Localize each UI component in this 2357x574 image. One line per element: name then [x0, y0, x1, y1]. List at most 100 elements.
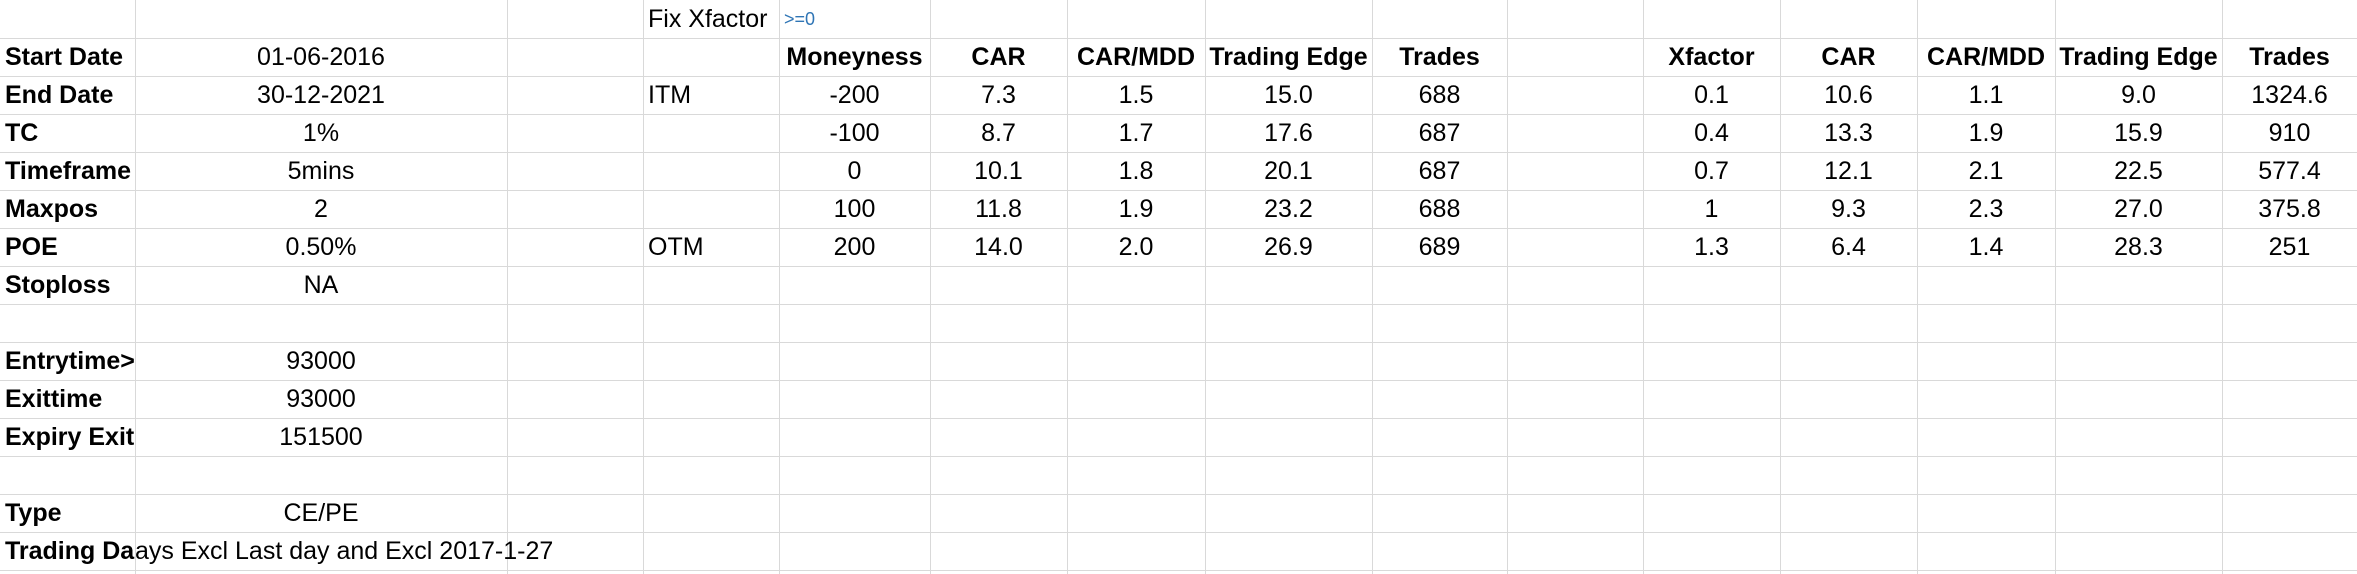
param-label[interactable]: Entrytime> [5, 347, 135, 375]
moneyness-tag[interactable]: OTM [648, 233, 704, 261]
xfactor-table-cell[interactable]: 2.1 [1968, 157, 2004, 185]
xfactor-table-cell[interactable]: 2.3 [1968, 195, 2004, 223]
param-label[interactable]: Type [5, 499, 62, 527]
moneyness-table-header[interactable]: CAR/MDD [1076, 43, 1196, 71]
moneyness-table-cell[interactable]: 200 [833, 233, 876, 261]
moneyness-table-cell[interactable]: 11.8 [975, 195, 1022, 223]
xfactor-table-cell[interactable]: 10.6 [1824, 81, 1873, 109]
moneyness-table-cell[interactable]: 23.2 [1264, 195, 1313, 223]
moneyness-table-cell[interactable]: 7.3 [981, 81, 1016, 109]
column-gridline [2222, 0, 2223, 574]
xfactor-table-cell[interactable]: 9.0 [2121, 81, 2156, 109]
xfactor-table-cell[interactable]: 1.4 [1968, 233, 2004, 261]
trading-days-label[interactable]: Trading Da [5, 537, 135, 565]
xfactor-table-cell[interactable]: 13.3 [1824, 119, 1873, 147]
moneyness-table-cell[interactable]: 1.8 [1118, 157, 1154, 185]
param-value[interactable]: 93000 [286, 385, 356, 413]
param-label[interactable]: Stoploss [5, 271, 111, 299]
trading-days-value[interactable]: ays Excl Last day and Excl 2017-1-27 [135, 537, 554, 565]
param-label[interactable]: Exittime [5, 385, 103, 413]
fix-xfactor-label[interactable]: Fix Xfactor [648, 5, 768, 33]
moneyness-table-header[interactable]: Trading Edge [1209, 43, 1368, 71]
moneyness-table-cell[interactable]: 689 [1418, 233, 1461, 261]
param-label[interactable]: TC [5, 119, 39, 147]
moneyness-table-cell[interactable]: 15.0 [1264, 81, 1313, 109]
xfactor-table-cell[interactable]: 1.9 [1968, 119, 2004, 147]
moneyness-table-cell[interactable]: 8.7 [981, 119, 1016, 147]
row-gridline [0, 570, 2357, 571]
xfactor-table-cell[interactable]: 28.3 [2114, 233, 2163, 261]
moneyness-table-header[interactable]: CAR [971, 43, 1026, 71]
xfactor-table-cell[interactable]: 1.3 [1694, 233, 1729, 261]
moneyness-table-cell[interactable]: 2.0 [1118, 233, 1154, 261]
param-label[interactable]: End Date [5, 81, 114, 109]
moneyness-table-cell[interactable]: 687 [1418, 119, 1461, 147]
param-label[interactable]: POE [5, 233, 58, 261]
xfactor-table-cell[interactable]: 1.1 [1968, 81, 2004, 109]
moneyness-table-cell[interactable]: 688 [1418, 195, 1461, 223]
xfactor-table-cell[interactable]: 9.3 [1831, 195, 1866, 223]
param-label[interactable]: Expiry Exit [5, 423, 135, 451]
xfactor-table-cell[interactable]: 375.8 [2258, 195, 2321, 223]
moneyness-table-header[interactable]: Trades [1399, 43, 1480, 71]
xfactor-table-cell[interactable]: 0.4 [1694, 119, 1729, 147]
xfactor-table-cell[interactable]: 251 [2268, 233, 2311, 261]
moneyness-table-cell[interactable]: 1.5 [1118, 81, 1154, 109]
param-value[interactable]: 2 [314, 195, 328, 223]
xfactor-table-cell[interactable]: 0.7 [1694, 157, 1729, 185]
xfactor-table-header[interactable]: Xfactor [1668, 43, 1755, 71]
column-gridline [1067, 0, 1068, 574]
param-value[interactable]: 5mins [287, 157, 355, 185]
param-value[interactable]: 151500 [279, 423, 363, 451]
moneyness-table-cell[interactable]: 17.6 [1264, 119, 1313, 147]
moneyness-table-cell[interactable]: 688 [1418, 81, 1461, 109]
xfactor-table-cell[interactable]: 6.4 [1831, 233, 1866, 261]
row-gridline [0, 342, 2357, 343]
moneyness-table-cell[interactable]: 0 [847, 157, 862, 185]
xfactor-table-cell[interactable]: 910 [2268, 119, 2311, 147]
param-value[interactable]: CE/PE [283, 499, 359, 527]
param-value[interactable]: 0.50% [285, 233, 357, 261]
xfactor-table-cell[interactable]: 1324.6 [2251, 81, 2328, 109]
param-label[interactable]: Timeframe [5, 157, 131, 185]
row-gridline [0, 38, 2357, 39]
row-gridline [0, 228, 2357, 229]
xfactor-condition-note[interactable]: >=0 [784, 9, 816, 29]
xfactor-table-cell[interactable]: 27.0 [2114, 195, 2163, 223]
xfactor-table-cell[interactable]: 577.4 [2258, 157, 2321, 185]
moneyness-table-header[interactable]: Moneyness [786, 43, 923, 71]
param-label[interactable]: Start Date [5, 43, 124, 71]
moneyness-table-cell[interactable]: 26.9 [1264, 233, 1313, 261]
xfactor-table-header[interactable]: Trades [2249, 43, 2330, 71]
row-gridline [0, 380, 2357, 381]
param-value[interactable]: 30-12-2021 [257, 81, 385, 109]
row-gridline [0, 456, 2357, 457]
xfactor-table-header[interactable]: Trading Edge [2059, 43, 2218, 71]
xfactor-table-header[interactable]: CAR/MDD [1926, 43, 2046, 71]
moneyness-table-cell[interactable]: 687 [1418, 157, 1461, 185]
param-value[interactable]: NA [303, 271, 339, 299]
param-value[interactable]: 93000 [286, 347, 356, 375]
moneyness-tag[interactable]: ITM [648, 81, 692, 109]
xfactor-table-cell[interactable]: 0.1 [1694, 81, 1729, 109]
moneyness-table-cell[interactable]: 14.0 [974, 233, 1023, 261]
moneyness-table-cell[interactable]: -100 [829, 119, 880, 147]
xfactor-table-cell[interactable]: 12.1 [1824, 157, 1873, 185]
xfactor-table-cell[interactable]: 22.5 [2114, 157, 2163, 185]
column-gridline [507, 0, 508, 574]
xfactor-table-header[interactable]: CAR [1821, 43, 1876, 71]
param-value[interactable]: 01-06-2016 [257, 43, 385, 71]
xfactor-table-cell[interactable]: 15.9 [2114, 119, 2163, 147]
moneyness-table-cell[interactable]: 1.9 [1118, 195, 1154, 223]
column-gridline [1917, 0, 1918, 574]
param-label[interactable]: Maxpos [5, 195, 99, 223]
column-gridline [779, 0, 780, 574]
moneyness-table-cell[interactable]: 10.1 [974, 157, 1023, 185]
moneyness-table-cell[interactable]: -200 [829, 81, 880, 109]
moneyness-table-cell[interactable]: 1.7 [1118, 119, 1154, 147]
moneyness-table-cell[interactable]: 20.1 [1264, 157, 1313, 185]
xfactor-table-cell[interactable]: 1 [1704, 195, 1719, 223]
param-value[interactable]: 1% [302, 119, 340, 147]
moneyness-table-cell[interactable]: 100 [833, 195, 876, 223]
